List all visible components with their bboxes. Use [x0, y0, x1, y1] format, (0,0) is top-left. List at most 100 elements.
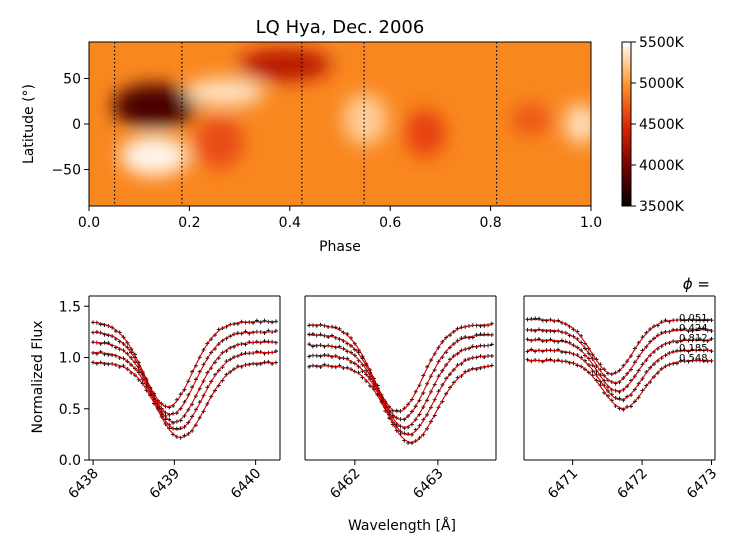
observed-point — [254, 339, 259, 344]
colorbar-tick-label: 5000K — [639, 76, 685, 92]
observed-point — [678, 358, 683, 363]
model-profile-line — [309, 334, 492, 420]
observed-point — [247, 340, 252, 345]
legend-title: ϕ = — [683, 275, 710, 293]
spot-layer — [112, 48, 591, 176]
observed-point — [489, 321, 494, 326]
colorbar-tick-label: 4000K — [639, 158, 685, 174]
map-title: LQ Hya, Dec. 2006 — [256, 17, 425, 38]
model-profile-line — [527, 349, 712, 401]
observed-point — [486, 332, 491, 337]
map-spot — [184, 78, 265, 107]
observed-point — [329, 364, 334, 369]
observed-point — [307, 364, 312, 369]
observed-point — [544, 338, 549, 343]
profile-panel: 6471 6472 6473 — [523, 295, 721, 503]
model-profile-line — [93, 362, 276, 438]
profile-ylabel: Normalized Flux — [30, 321, 46, 434]
observed-point — [322, 352, 327, 357]
model-profile-line — [527, 329, 712, 384]
colorbar-ticks: 5500K 5000K 4500K 4000K 3500K — [631, 35, 685, 215]
map-xtick-label: 0.2 — [178, 215, 200, 231]
map-spot — [112, 83, 197, 128]
observed-point — [709, 336, 714, 341]
map-spot — [120, 135, 189, 176]
profile-xtick-label: 6438 — [65, 466, 102, 503]
profile-xtick-label: 6463 — [410, 466, 447, 503]
map-xtick-label: 0.6 — [379, 215, 401, 231]
observed-points — [525, 357, 714, 412]
map-ytick-label: 50 — [63, 71, 81, 87]
observed-point — [273, 328, 278, 333]
profile-ytick-label: 0.0 — [59, 453, 81, 469]
observed-point — [525, 337, 530, 342]
map-xtick-label: 0.0 — [78, 215, 100, 231]
map-xtick-label: 0.4 — [279, 215, 301, 231]
observed-point — [525, 349, 530, 354]
observed-point — [262, 360, 267, 365]
observed-point — [307, 342, 312, 347]
model-profile-line — [93, 331, 276, 415]
map-ylabel: Latitude (°) — [21, 84, 37, 164]
observed-point — [314, 323, 319, 328]
model-profile-line — [93, 341, 276, 423]
observed-point — [686, 359, 691, 364]
observed-point — [258, 320, 263, 325]
observed-point — [489, 342, 494, 347]
observed-point — [307, 332, 312, 337]
colorbar-tick-label: 4500K — [639, 117, 685, 133]
map-spot — [238, 48, 331, 81]
profile-panel: 6438 6439 6440 0.0 0.5 1.0 1.5 — [59, 295, 281, 503]
model-profile-line — [309, 354, 492, 436]
observed-point — [266, 339, 271, 344]
observed-point — [273, 340, 278, 345]
observed-point — [409, 441, 414, 446]
model-profile-line — [309, 344, 492, 428]
observed-point — [690, 318, 695, 323]
observed-point — [705, 328, 710, 333]
observed-point — [270, 320, 275, 325]
profile-ytick-label: 1.5 — [59, 299, 81, 315]
observed-point — [701, 338, 706, 343]
model-profile-line — [309, 365, 492, 443]
observed-point — [678, 339, 683, 344]
observed-point — [544, 357, 549, 362]
observed-point — [94, 329, 99, 334]
map-spot — [195, 116, 244, 169]
profile-xtick-label: 6473 — [684, 466, 721, 503]
observed-points — [307, 352, 494, 437]
map-spot — [343, 93, 388, 146]
phase-markers — [114, 42, 498, 206]
observed-point — [709, 349, 714, 354]
map-ytick-label: −50 — [51, 163, 81, 179]
map-spot — [510, 103, 551, 136]
observed-point — [709, 318, 714, 323]
observed-point — [701, 359, 706, 364]
observed-point — [529, 316, 534, 321]
model-profile-line — [527, 319, 712, 375]
profile-xtick-label: 6440 — [228, 466, 265, 503]
profile-panel: 6462 6463 — [304, 295, 497, 503]
map-xlabel: Phase — [319, 239, 361, 255]
observed-point — [709, 328, 714, 333]
map-ytick-label: 0 — [72, 117, 81, 133]
legend-phase-label: 0.051 — [679, 313, 708, 324]
observed-point — [273, 349, 278, 354]
colorbar — [621, 41, 632, 207]
observed-point — [239, 319, 244, 324]
model-profile-line — [527, 360, 712, 409]
profile-xtick-label: 6439 — [147, 466, 184, 503]
model-profile-line — [93, 351, 276, 431]
profile-ytick-label: 0.5 — [59, 402, 81, 418]
observed-points — [307, 342, 494, 431]
map-spot — [405, 109, 446, 158]
observed-point — [694, 318, 699, 323]
observed-point — [548, 337, 553, 342]
observed-point — [540, 318, 545, 323]
profile-xtick-label: 6472 — [614, 466, 651, 503]
observed-points — [307, 332, 494, 422]
observed-point — [318, 354, 323, 359]
map-spot — [564, 104, 591, 144]
